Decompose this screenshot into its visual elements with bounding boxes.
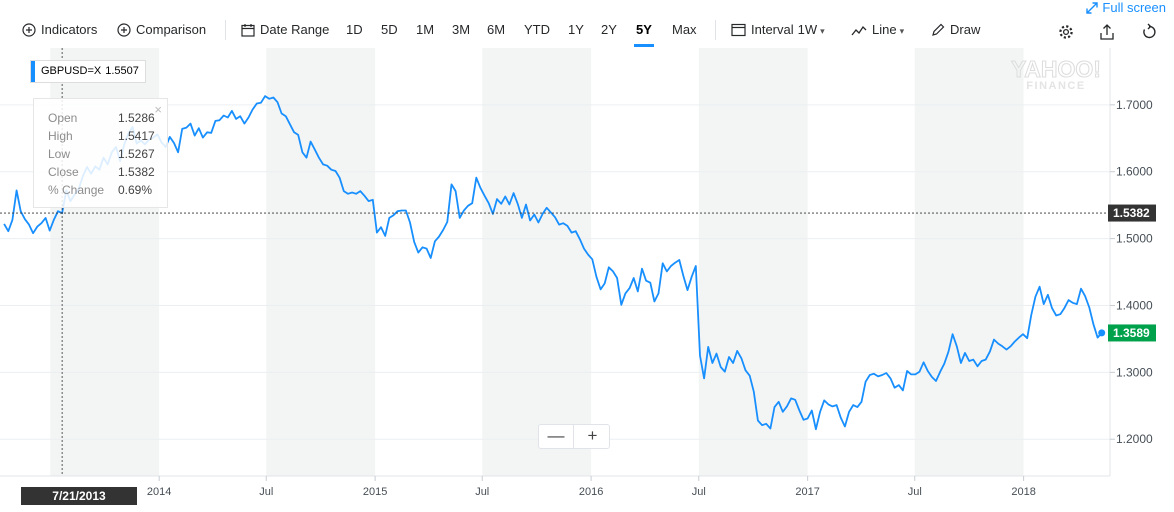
- symbol-value: 1.5507: [105, 65, 139, 77]
- yahoo-finance-watermark: YAHOO! FINANCE: [1011, 56, 1102, 93]
- y-axis-ticks: 1.7000 1.6000 1.5000 1.4000 1.3000 1.2000: [1110, 98, 1153, 446]
- expand-icon: [1086, 2, 1099, 14]
- zoom-out-button[interactable]: —: [539, 425, 574, 448]
- gear-icon: [1059, 25, 1073, 39]
- indicators-label: Indicators: [41, 22, 98, 37]
- last-price-badge: 1.3589: [1108, 324, 1156, 342]
- zoom-controls: — +: [538, 424, 610, 449]
- tooltip-row-low: Low 1.5267: [48, 145, 167, 163]
- indicators-button[interactable]: Indicators: [22, 20, 97, 42]
- tooltip-label: Low: [48, 147, 71, 161]
- pencil-icon: [932, 23, 945, 36]
- chart-toolbar: Indicators Comparison Date Range 1D 5D 1…: [0, 0, 1174, 48]
- x-tick-label: 2015: [363, 486, 387, 498]
- watermark-finance: FINANCE: [1026, 80, 1085, 92]
- range-5y[interactable]: 5Y: [634, 20, 654, 47]
- tooltip-label: High: [48, 129, 73, 143]
- draw-button[interactable]: Draw: [931, 20, 980, 42]
- plus-circle-icon: [22, 23, 36, 37]
- toolbar-divider: [225, 20, 226, 40]
- range-1y[interactable]: 1Y: [568, 22, 584, 37]
- tooltip-row-change: % Change 0.69%: [48, 181, 167, 199]
- x-tick-label: 2014: [147, 486, 171, 498]
- price-series-line: [3, 95, 1103, 431]
- x-tick-label: 2017: [795, 486, 819, 498]
- refresh-icon: [1143, 23, 1156, 39]
- tooltip-value: 1.5417: [118, 129, 155, 143]
- range-1m[interactable]: 1M: [416, 22, 435, 37]
- settings-button[interactable]: [1057, 23, 1075, 41]
- range-6m[interactable]: 6M: [487, 22, 506, 37]
- x-tick-label: 2018: [1011, 486, 1035, 498]
- shaded-band: [482, 48, 592, 476]
- symbol-name: GBPUSD=X: [41, 65, 102, 77]
- x-tick-label: Jul: [908, 486, 922, 498]
- range-ytd[interactable]: YTD: [524, 22, 550, 37]
- tooltip-value: 1.5267: [118, 147, 155, 161]
- calendar-icon: [241, 24, 255, 37]
- tooltip-label: Close: [48, 165, 79, 179]
- range-max[interactable]: Max: [672, 22, 697, 37]
- share-button[interactable]: [1098, 23, 1116, 41]
- crosshair-date-label: 7/21/2013: [21, 487, 137, 505]
- shaded-band: [266, 48, 376, 476]
- full-screen-label: Full screen: [1102, 0, 1166, 15]
- x-tick-label: Jul: [259, 486, 273, 498]
- watermark-yahoo: YAHOO!: [1011, 56, 1101, 82]
- full-screen-button[interactable]: Full screen: [1086, 0, 1166, 15]
- tooltip-row-high: High 1.5417: [48, 127, 167, 145]
- chart-type-label: Line: [872, 22, 897, 37]
- range-1d[interactable]: 1D: [346, 22, 363, 37]
- y-tick-label: 1.2000: [1116, 432, 1153, 446]
- last-price-label: 1.3589: [1113, 326, 1150, 340]
- tooltip-row-open: Open 1.5286: [48, 109, 167, 127]
- date-range-label: Date Range: [260, 22, 330, 37]
- last-price-dot: [1098, 329, 1106, 337]
- x-tick-label: 2016: [579, 486, 603, 498]
- chevron-down-icon: ▾: [899, 26, 905, 36]
- draw-label: Draw: [950, 22, 981, 37]
- price-chart[interactable]: YAHOO! FINANCE 1.70001.60001.50001.40001…: [0, 48, 1174, 512]
- x-tick-label: Jul: [475, 486, 489, 498]
- y-tick-label: 1.4000: [1116, 298, 1153, 312]
- tooltip-value: 0.69%: [118, 183, 153, 197]
- symbol-legend[interactable]: GBPUSD=X 1.5507: [30, 60, 146, 83]
- x-tick-label: Jul: [692, 486, 706, 498]
- comparison-button[interactable]: Comparison: [117, 20, 206, 42]
- tooltip-value: 1.5286: [118, 111, 155, 125]
- y-tick-label: 1.5000: [1116, 232, 1153, 246]
- interval-icon: [731, 23, 746, 37]
- range-2y[interactable]: 2Y: [601, 22, 617, 37]
- chevron-down-icon: ▾: [820, 26, 825, 36]
- tooltip-label: % Change: [48, 183, 105, 197]
- y-tick-label: 1.7000: [1116, 98, 1153, 112]
- tooltip-row-close: Close 1.5382: [48, 163, 167, 181]
- interval-value: 1W: [797, 22, 818, 37]
- crosshair-value-label: 1.5382: [1113, 206, 1150, 220]
- chart-type-dropdown[interactable]: Line ▾: [851, 20, 904, 42]
- shaded-band: [698, 48, 808, 476]
- interval-dropdown[interactable]: Interval 1W ▾: [731, 20, 825, 42]
- range-5d[interactable]: 5D: [381, 22, 398, 37]
- shaded-bands: [50, 48, 1024, 476]
- toolbar-divider: [715, 20, 716, 40]
- line-chart-icon: [851, 25, 867, 36]
- tooltip-value: 1.5382: [118, 165, 155, 179]
- plus-circle-icon: [117, 23, 131, 37]
- share-icon: [1100, 24, 1114, 40]
- shaded-band: [914, 48, 1024, 476]
- close-icon[interactable]: ×: [154, 102, 162, 117]
- y-tick-label: 1.3000: [1116, 365, 1153, 379]
- zoom-in-button[interactable]: +: [587, 426, 598, 445]
- x-axis-ticks: 2014 Jul 2015 Jul 2016 Jul 2017 Jul 2018: [147, 476, 1036, 498]
- tooltip-label: Open: [48, 111, 78, 125]
- y-tick-label: 1.6000: [1116, 165, 1153, 179]
- date-range-button[interactable]: Date Range: [241, 20, 329, 42]
- reset-button[interactable]: [1140, 23, 1158, 41]
- range-3m[interactable]: 3M: [452, 22, 471, 37]
- crosshair-value-badge: 1.5382: [1108, 204, 1156, 222]
- ohlc-tooltip: × Open 1.5286 High 1.5417 Low 1.5267 Close 1…: [33, 98, 168, 208]
- comparison-label: Comparison: [136, 22, 207, 37]
- interval-label: Interval: [751, 22, 794, 37]
